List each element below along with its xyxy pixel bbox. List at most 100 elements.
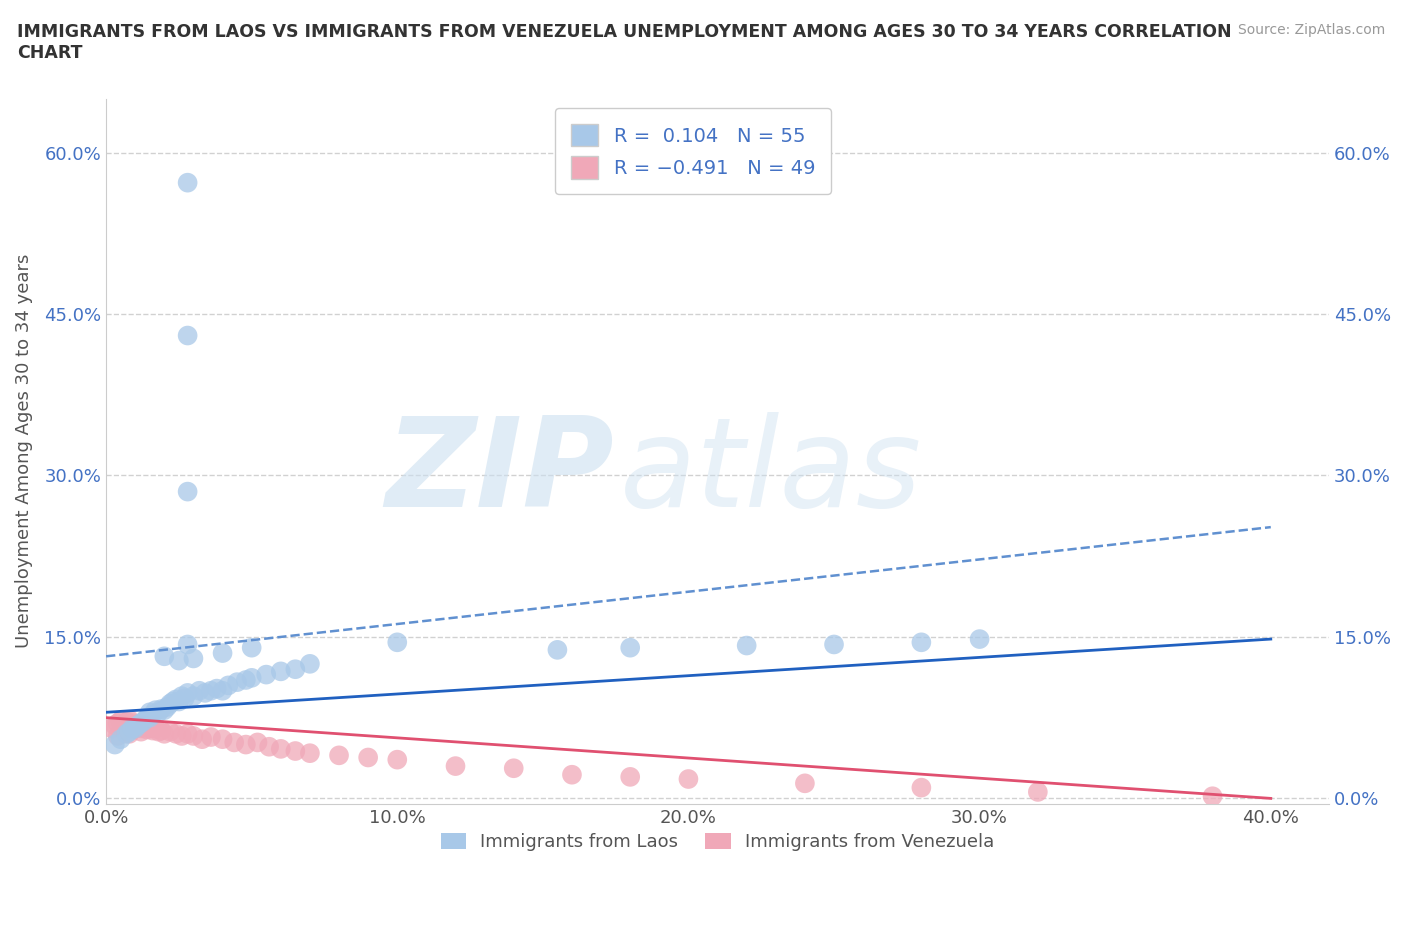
- Point: [107, 728, 129, 743]
- Point: [211, 645, 233, 660]
- Point: [211, 732, 233, 747]
- Point: [150, 724, 173, 738]
- Point: [159, 697, 181, 711]
- Point: [235, 737, 257, 752]
- Point: [387, 752, 409, 767]
- Point: [132, 718, 155, 733]
- Point: [118, 712, 141, 727]
- Point: [226, 674, 249, 689]
- Point: [159, 724, 181, 739]
- Text: atlas: atlas: [620, 412, 922, 533]
- Point: [194, 685, 217, 700]
- Point: [101, 721, 124, 736]
- Point: [823, 637, 845, 652]
- Point: [170, 689, 193, 704]
- Point: [148, 705, 170, 720]
- Point: [127, 718, 149, 733]
- Point: [183, 728, 205, 743]
- Point: [176, 685, 198, 700]
- Point: [170, 728, 193, 743]
- Point: [167, 694, 190, 709]
- Point: [165, 726, 187, 741]
- Point: [793, 776, 815, 790]
- Point: [235, 672, 257, 687]
- Point: [240, 671, 263, 685]
- Point: [735, 638, 758, 653]
- Point: [115, 726, 138, 741]
- Point: [110, 732, 132, 747]
- Point: [224, 735, 246, 750]
- Point: [205, 681, 228, 696]
- Point: [142, 724, 165, 738]
- Text: IMMIGRANTS FROM LAOS VS IMMIGRANTS FROM VENEZUELA UNEMPLOYMENT AMONG AGES 30 TO : IMMIGRANTS FROM LAOS VS IMMIGRANTS FROM …: [17, 23, 1232, 62]
- Point: [129, 715, 152, 730]
- Point: [139, 705, 162, 720]
- Point: [619, 769, 641, 784]
- Point: [135, 722, 157, 737]
- Point: [387, 635, 409, 650]
- Point: [284, 662, 307, 677]
- Point: [135, 711, 157, 725]
- Point: [153, 703, 176, 718]
- Point: [357, 751, 380, 765]
- Point: [121, 715, 143, 730]
- Point: [257, 739, 280, 754]
- Point: [183, 689, 205, 704]
- Point: [328, 748, 350, 763]
- Point: [145, 721, 167, 736]
- Point: [148, 724, 170, 739]
- Point: [910, 780, 932, 795]
- Point: [156, 699, 179, 714]
- Point: [298, 657, 321, 671]
- Point: [284, 744, 307, 759]
- Point: [211, 684, 233, 698]
- Point: [546, 643, 568, 658]
- Point: [270, 664, 292, 679]
- Point: [502, 761, 524, 776]
- Point: [142, 707, 165, 722]
- Point: [188, 684, 211, 698]
- Point: [118, 726, 141, 741]
- Point: [176, 175, 198, 190]
- Point: [165, 692, 187, 707]
- Point: [176, 637, 198, 652]
- Point: [246, 735, 269, 750]
- Text: ZIP: ZIP: [385, 412, 613, 533]
- Point: [217, 678, 239, 693]
- Point: [145, 703, 167, 718]
- Point: [124, 718, 146, 733]
- Point: [118, 724, 141, 739]
- Point: [104, 737, 127, 752]
- Point: [678, 772, 700, 787]
- Point: [176, 485, 198, 499]
- Point: [132, 713, 155, 728]
- Point: [200, 730, 222, 745]
- Point: [240, 640, 263, 655]
- Point: [112, 718, 135, 733]
- Legend: Immigrants from Laos, Immigrants from Venezuela: Immigrants from Laos, Immigrants from Ve…: [433, 826, 1001, 858]
- Point: [191, 732, 214, 747]
- Point: [115, 714, 138, 729]
- Point: [162, 694, 184, 709]
- Point: [910, 635, 932, 650]
- Point: [107, 715, 129, 730]
- Point: [167, 653, 190, 668]
- Point: [127, 720, 149, 735]
- Point: [124, 721, 146, 736]
- Point: [1026, 785, 1049, 800]
- Point: [104, 718, 127, 733]
- Point: [444, 759, 467, 774]
- Point: [129, 721, 152, 736]
- Point: [139, 721, 162, 736]
- Point: [176, 328, 198, 343]
- Point: [298, 746, 321, 761]
- Point: [150, 701, 173, 716]
- Point: [153, 649, 176, 664]
- Point: [561, 767, 583, 782]
- Point: [129, 724, 152, 739]
- Point: [139, 711, 162, 725]
- Point: [254, 667, 277, 682]
- Point: [619, 640, 641, 655]
- Point: [176, 726, 198, 741]
- Y-axis label: Unemployment Among Ages 30 to 34 years: Unemployment Among Ages 30 to 34 years: [15, 254, 32, 648]
